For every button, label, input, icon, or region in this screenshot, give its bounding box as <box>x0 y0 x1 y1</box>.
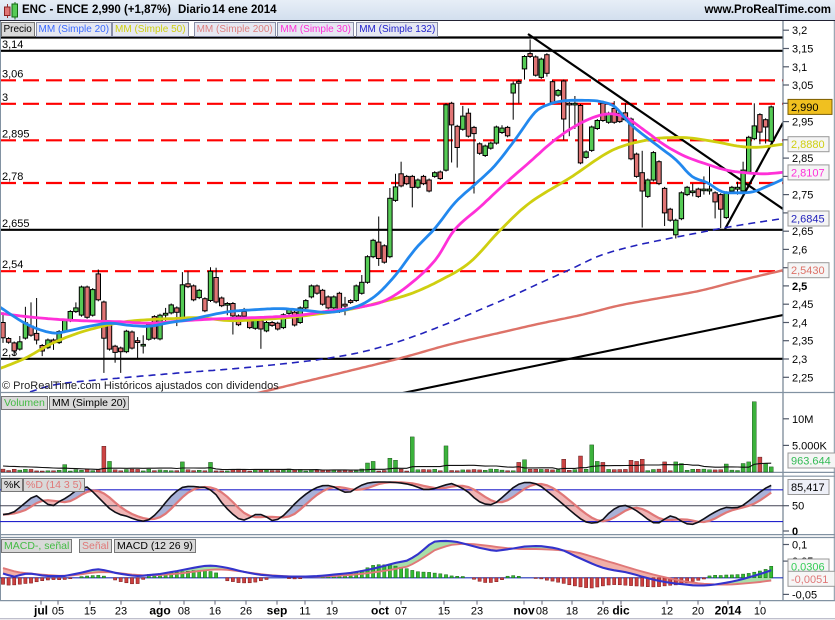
svg-text:jul: jul <box>33 604 48 618</box>
svg-text:2,45: 2,45 <box>792 299 813 311</box>
svg-text:2,78: 2,78 <box>2 171 23 183</box>
svg-text:12: 12 <box>661 606 673 618</box>
svg-text:3,06: 3,06 <box>2 68 23 80</box>
svg-text:© ProRealTime.com Históricos: © ProRealTime.com Históricos ajustados c… <box>2 380 279 392</box>
svg-text:10M: 10M <box>792 414 813 426</box>
svg-text:dic: dic <box>612 604 630 618</box>
svg-text:23: 23 <box>115 606 127 618</box>
svg-text:0,0306: 0,0306 <box>791 562 825 574</box>
svg-text:2,95: 2,95 <box>792 117 813 129</box>
svg-text:10: 10 <box>754 606 766 618</box>
svg-text:2,3: 2,3 <box>792 354 807 366</box>
svg-text:2,6: 2,6 <box>792 244 807 256</box>
svg-text:2,35: 2,35 <box>792 336 813 348</box>
svg-text:-0,0051: -0,0051 <box>791 574 828 586</box>
svg-text:2,5430: 2,5430 <box>791 265 825 277</box>
svg-text:3,15: 3,15 <box>792 44 813 56</box>
svg-text:2,6845: 2,6845 <box>791 214 825 226</box>
svg-text:2,655: 2,655 <box>2 218 30 230</box>
svg-text:-0,05: -0,05 <box>792 589 817 601</box>
svg-text:2,4: 2,4 <box>792 318 807 330</box>
svg-text:2,25: 2,25 <box>792 372 813 384</box>
svg-text:26: 26 <box>240 606 252 618</box>
svg-text:11: 11 <box>299 606 310 618</box>
svg-text:0,1: 0,1 <box>792 540 807 552</box>
svg-text:08: 08 <box>536 606 548 618</box>
svg-text:2,54: 2,54 <box>2 259 23 271</box>
svg-text:16: 16 <box>209 606 221 618</box>
svg-text:2,85: 2,85 <box>792 153 813 165</box>
svg-text:3,1: 3,1 <box>792 62 807 74</box>
svg-text:3,05: 3,05 <box>792 80 813 92</box>
svg-text:2,895: 2,895 <box>2 128 30 140</box>
svg-text:ago: ago <box>149 604 170 618</box>
svg-text:23: 23 <box>471 606 483 618</box>
svg-text:20: 20 <box>692 606 704 618</box>
svg-text:3,2: 3,2 <box>792 25 807 37</box>
svg-text:0: 0 <box>792 526 798 538</box>
svg-text:2,990: 2,990 <box>791 102 819 114</box>
svg-text:5.000K: 5.000K <box>792 440 828 452</box>
svg-text:2,8107: 2,8107 <box>791 167 825 179</box>
svg-text:3,14: 3,14 <box>2 39 23 51</box>
svg-text:85,417: 85,417 <box>791 482 825 494</box>
svg-text:2,8880: 2,8880 <box>791 139 825 151</box>
svg-text:963.644: 963.644 <box>791 456 831 468</box>
svg-text:26: 26 <box>597 606 609 618</box>
svg-text:15: 15 <box>438 606 450 618</box>
svg-text:07: 07 <box>395 606 407 618</box>
svg-text:05: 05 <box>52 606 64 618</box>
svg-text:50: 50 <box>792 501 804 513</box>
svg-text:oct: oct <box>371 604 389 618</box>
svg-text:sep: sep <box>267 604 288 618</box>
svg-text:19: 19 <box>326 606 338 618</box>
svg-text:2,75: 2,75 <box>792 190 813 202</box>
svg-text:2014: 2014 <box>715 604 742 618</box>
svg-text:2,65: 2,65 <box>792 226 813 238</box>
svg-text:nov: nov <box>513 604 535 618</box>
svg-text:3: 3 <box>2 92 8 104</box>
svg-text:15: 15 <box>84 606 96 618</box>
svg-text:18: 18 <box>566 606 578 618</box>
svg-text:08: 08 <box>178 606 190 618</box>
svg-text:2,5: 2,5 <box>792 281 807 293</box>
